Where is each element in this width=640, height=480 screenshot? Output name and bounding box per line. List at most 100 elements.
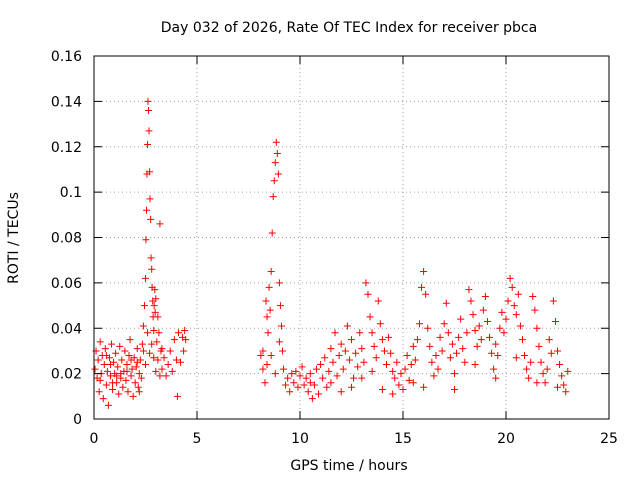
data-point [312, 365, 320, 373]
data-point [172, 356, 180, 364]
data-point [469, 311, 477, 319]
data-point [549, 297, 557, 305]
data-point [102, 381, 110, 389]
data-point [502, 315, 510, 323]
data-point [174, 329, 182, 337]
data-point [121, 347, 129, 355]
data-point [152, 367, 160, 375]
data-point [140, 302, 148, 310]
data-point [259, 347, 267, 355]
gridlines [94, 56, 609, 419]
y-tick-label: 0.12 [51, 140, 82, 156]
data-point [131, 379, 139, 387]
data-point [133, 345, 141, 353]
data-point [413, 336, 421, 344]
data-point [103, 367, 111, 375]
data-point [504, 297, 512, 305]
data-point [180, 347, 188, 355]
y-tick-label: 0 [73, 412, 82, 428]
data-point [259, 365, 267, 373]
data-point [129, 392, 137, 400]
data-point [541, 379, 549, 387]
data-point [440, 320, 448, 328]
data-point [492, 340, 500, 348]
data-point [364, 290, 372, 298]
data-point [106, 361, 114, 369]
data-point [145, 127, 153, 135]
data-point [554, 383, 561, 391]
data-point [527, 358, 535, 366]
data-point [146, 195, 154, 203]
data-point [321, 354, 329, 362]
data-point [127, 356, 135, 364]
data-point [146, 349, 154, 357]
y-axis-title: ROTI / TECUs [6, 192, 22, 284]
data-point [455, 333, 463, 341]
data-point [310, 381, 318, 389]
data-point [306, 379, 314, 387]
data-point [147, 215, 155, 223]
data-point [512, 354, 520, 362]
data-point [151, 308, 159, 316]
data-point [158, 365, 166, 373]
data-point [556, 361, 564, 369]
data-point [562, 388, 570, 396]
data-point [292, 367, 300, 375]
data-point [143, 206, 151, 214]
data-point [473, 342, 481, 350]
data-point [537, 358, 545, 366]
data-point [272, 138, 280, 146]
data-point [116, 342, 124, 350]
data-point [564, 367, 572, 375]
data-point [177, 358, 185, 366]
data-point [448, 340, 456, 348]
data-point [319, 374, 327, 382]
data-point [432, 351, 440, 359]
data-point [139, 322, 147, 330]
y-tick-label: 0.04 [51, 321, 82, 337]
data-point [492, 374, 500, 382]
data-point [551, 317, 559, 325]
data-point [261, 379, 269, 387]
data-point [137, 374, 145, 382]
data-point [436, 333, 444, 341]
data-point [352, 349, 360, 357]
x-tick-label: 20 [497, 431, 515, 447]
data-point [523, 365, 531, 373]
axis-ticks [93, 55, 610, 420]
data-point [106, 372, 114, 380]
data-point [284, 374, 292, 382]
data-point [108, 340, 116, 348]
data-point [276, 302, 284, 310]
data-point [354, 363, 362, 371]
data-point [496, 324, 504, 332]
data-point [409, 379, 417, 387]
data-point [399, 386, 407, 394]
data-point [156, 220, 164, 228]
data-point [146, 168, 154, 176]
data-point [428, 358, 436, 366]
data-point [109, 386, 117, 394]
x-axis-title: GPS time / hours [290, 458, 407, 474]
y-tick-label: 0.06 [51, 276, 82, 292]
data-point [288, 370, 296, 378]
data-point [362, 279, 370, 287]
data-point [554, 347, 561, 355]
data-point [500, 329, 508, 337]
data-point [132, 363, 140, 371]
data-point [118, 356, 126, 364]
data-point [274, 170, 282, 178]
data-point [451, 370, 458, 378]
chart-title: Day 032 of 2026, Rate Of TEC Index for r… [161, 20, 537, 36]
data-point [168, 367, 176, 375]
data-point [139, 347, 147, 355]
y-tick-label: 0.08 [51, 231, 82, 247]
data-point [148, 265, 156, 273]
data-point [475, 322, 483, 330]
data-point [114, 363, 122, 371]
data-point [358, 374, 366, 382]
data-point [144, 97, 152, 105]
data-point [273, 150, 281, 158]
x-tick-label: 25 [600, 431, 618, 447]
